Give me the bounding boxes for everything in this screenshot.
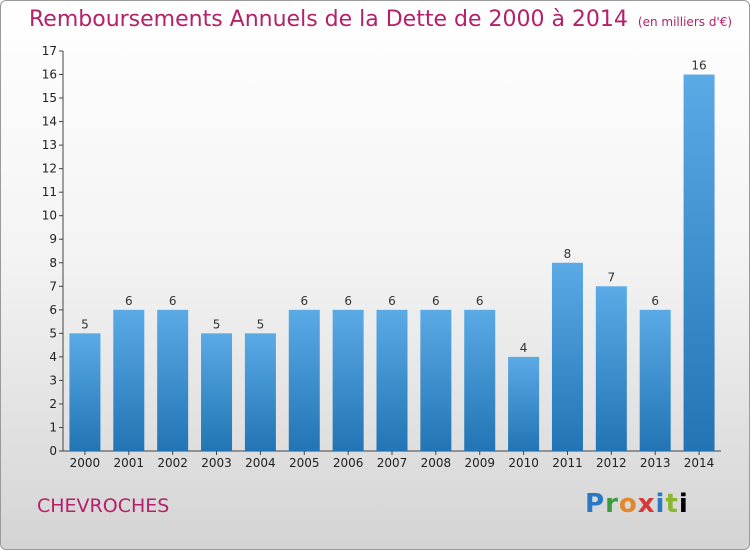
x-tick-label: 2002 bbox=[157, 456, 188, 470]
bar-value-label: 5 bbox=[81, 317, 89, 331]
bar-value-label: 5 bbox=[213, 317, 221, 331]
bar-value-label: 7 bbox=[608, 270, 616, 284]
x-tick-label: 2014 bbox=[684, 456, 715, 470]
bar-value-label: 6 bbox=[388, 294, 396, 308]
bar bbox=[551, 262, 583, 451]
y-tick-label: 11 bbox=[42, 185, 57, 199]
y-tick-label: 1 bbox=[49, 420, 57, 434]
y-tick-label: 8 bbox=[49, 256, 57, 270]
bar-value-label: 6 bbox=[432, 294, 440, 308]
bar bbox=[595, 286, 627, 451]
x-tick-label: 2008 bbox=[421, 456, 452, 470]
bar-value-label: 6 bbox=[169, 294, 177, 308]
x-tick-label: 2000 bbox=[70, 456, 101, 470]
y-tick-label: 4 bbox=[49, 350, 57, 364]
label-layer: 5 6 6 5 5 6 6 6 6 6 4 8 7 6 16 bbox=[81, 59, 707, 355]
x-tick-label: 2001 bbox=[114, 456, 145, 470]
x-tick-label: 2006 bbox=[333, 456, 364, 470]
bar bbox=[201, 333, 233, 451]
y-tick-label: 15 bbox=[42, 91, 57, 105]
y-tick-label: 9 bbox=[49, 232, 57, 246]
logo-letter: i bbox=[655, 489, 666, 519]
bar bbox=[113, 309, 145, 451]
y-tick-label: 16 bbox=[42, 68, 57, 82]
chart-unit: (en milliers d'€) bbox=[637, 15, 733, 29]
y-tick-label: 17 bbox=[42, 44, 57, 58]
bar-layer bbox=[69, 74, 715, 451]
bar-value-label: 6 bbox=[125, 294, 133, 308]
chart-title-text: Remboursements Annuels de la Dette de 20… bbox=[29, 7, 628, 32]
x-tick-label: 2013 bbox=[640, 456, 671, 470]
bar bbox=[332, 309, 364, 451]
y-tick-label: 6 bbox=[49, 303, 57, 317]
bar-value-label: 6 bbox=[344, 294, 352, 308]
y-tick-label: 12 bbox=[42, 162, 57, 176]
x-tick-label: 2007 bbox=[377, 456, 408, 470]
bar bbox=[464, 309, 496, 451]
bar bbox=[639, 309, 671, 451]
x-tick-label: 2010 bbox=[508, 456, 539, 470]
chart-title: Remboursements Annuels de la Dette de 20… bbox=[29, 7, 732, 32]
bar-value-label: 16 bbox=[691, 59, 706, 73]
logo-letter: r bbox=[605, 489, 619, 519]
x-tick-label: 2004 bbox=[245, 456, 276, 470]
bar-value-label: 4 bbox=[520, 341, 528, 355]
x-tick-label: 2011 bbox=[552, 456, 583, 470]
bar bbox=[420, 309, 452, 451]
x-tick-label: 2003 bbox=[201, 456, 232, 470]
y-tick-label: 5 bbox=[49, 326, 57, 340]
logo-letter: t bbox=[665, 489, 679, 519]
y-tick-label: 3 bbox=[49, 373, 57, 387]
bar bbox=[69, 333, 101, 451]
y-tick-label: 13 bbox=[42, 138, 57, 152]
city-name: CHEVROCHES bbox=[37, 495, 170, 517]
bar bbox=[244, 333, 276, 451]
bar-value-label: 5 bbox=[257, 317, 265, 331]
bar bbox=[288, 309, 320, 451]
y-tick-label: 0 bbox=[49, 444, 57, 458]
bar-value-label: 6 bbox=[300, 294, 308, 308]
logo-letter: P bbox=[585, 489, 606, 519]
logo-letter: x bbox=[637, 489, 656, 519]
x-tick-label: 2012 bbox=[596, 456, 627, 470]
bar-value-label: 8 bbox=[564, 247, 572, 261]
logo-letter: o bbox=[618, 489, 638, 519]
proxiti-logo: Proxiti bbox=[585, 489, 689, 519]
y-tick-label: 10 bbox=[42, 209, 57, 223]
logo-letter: i bbox=[678, 489, 689, 519]
bar-value-label: 6 bbox=[651, 294, 659, 308]
y-tick-label: 14 bbox=[42, 115, 57, 129]
bar bbox=[508, 356, 540, 451]
y-tick-label: 7 bbox=[49, 279, 57, 293]
bar bbox=[683, 74, 715, 451]
y-tick-label: 2 bbox=[49, 397, 57, 411]
x-tick-label: 2005 bbox=[289, 456, 320, 470]
bar-value-label: 6 bbox=[476, 294, 484, 308]
bar bbox=[157, 309, 189, 451]
bar bbox=[376, 309, 408, 451]
x-tick-label: 2009 bbox=[464, 456, 495, 470]
